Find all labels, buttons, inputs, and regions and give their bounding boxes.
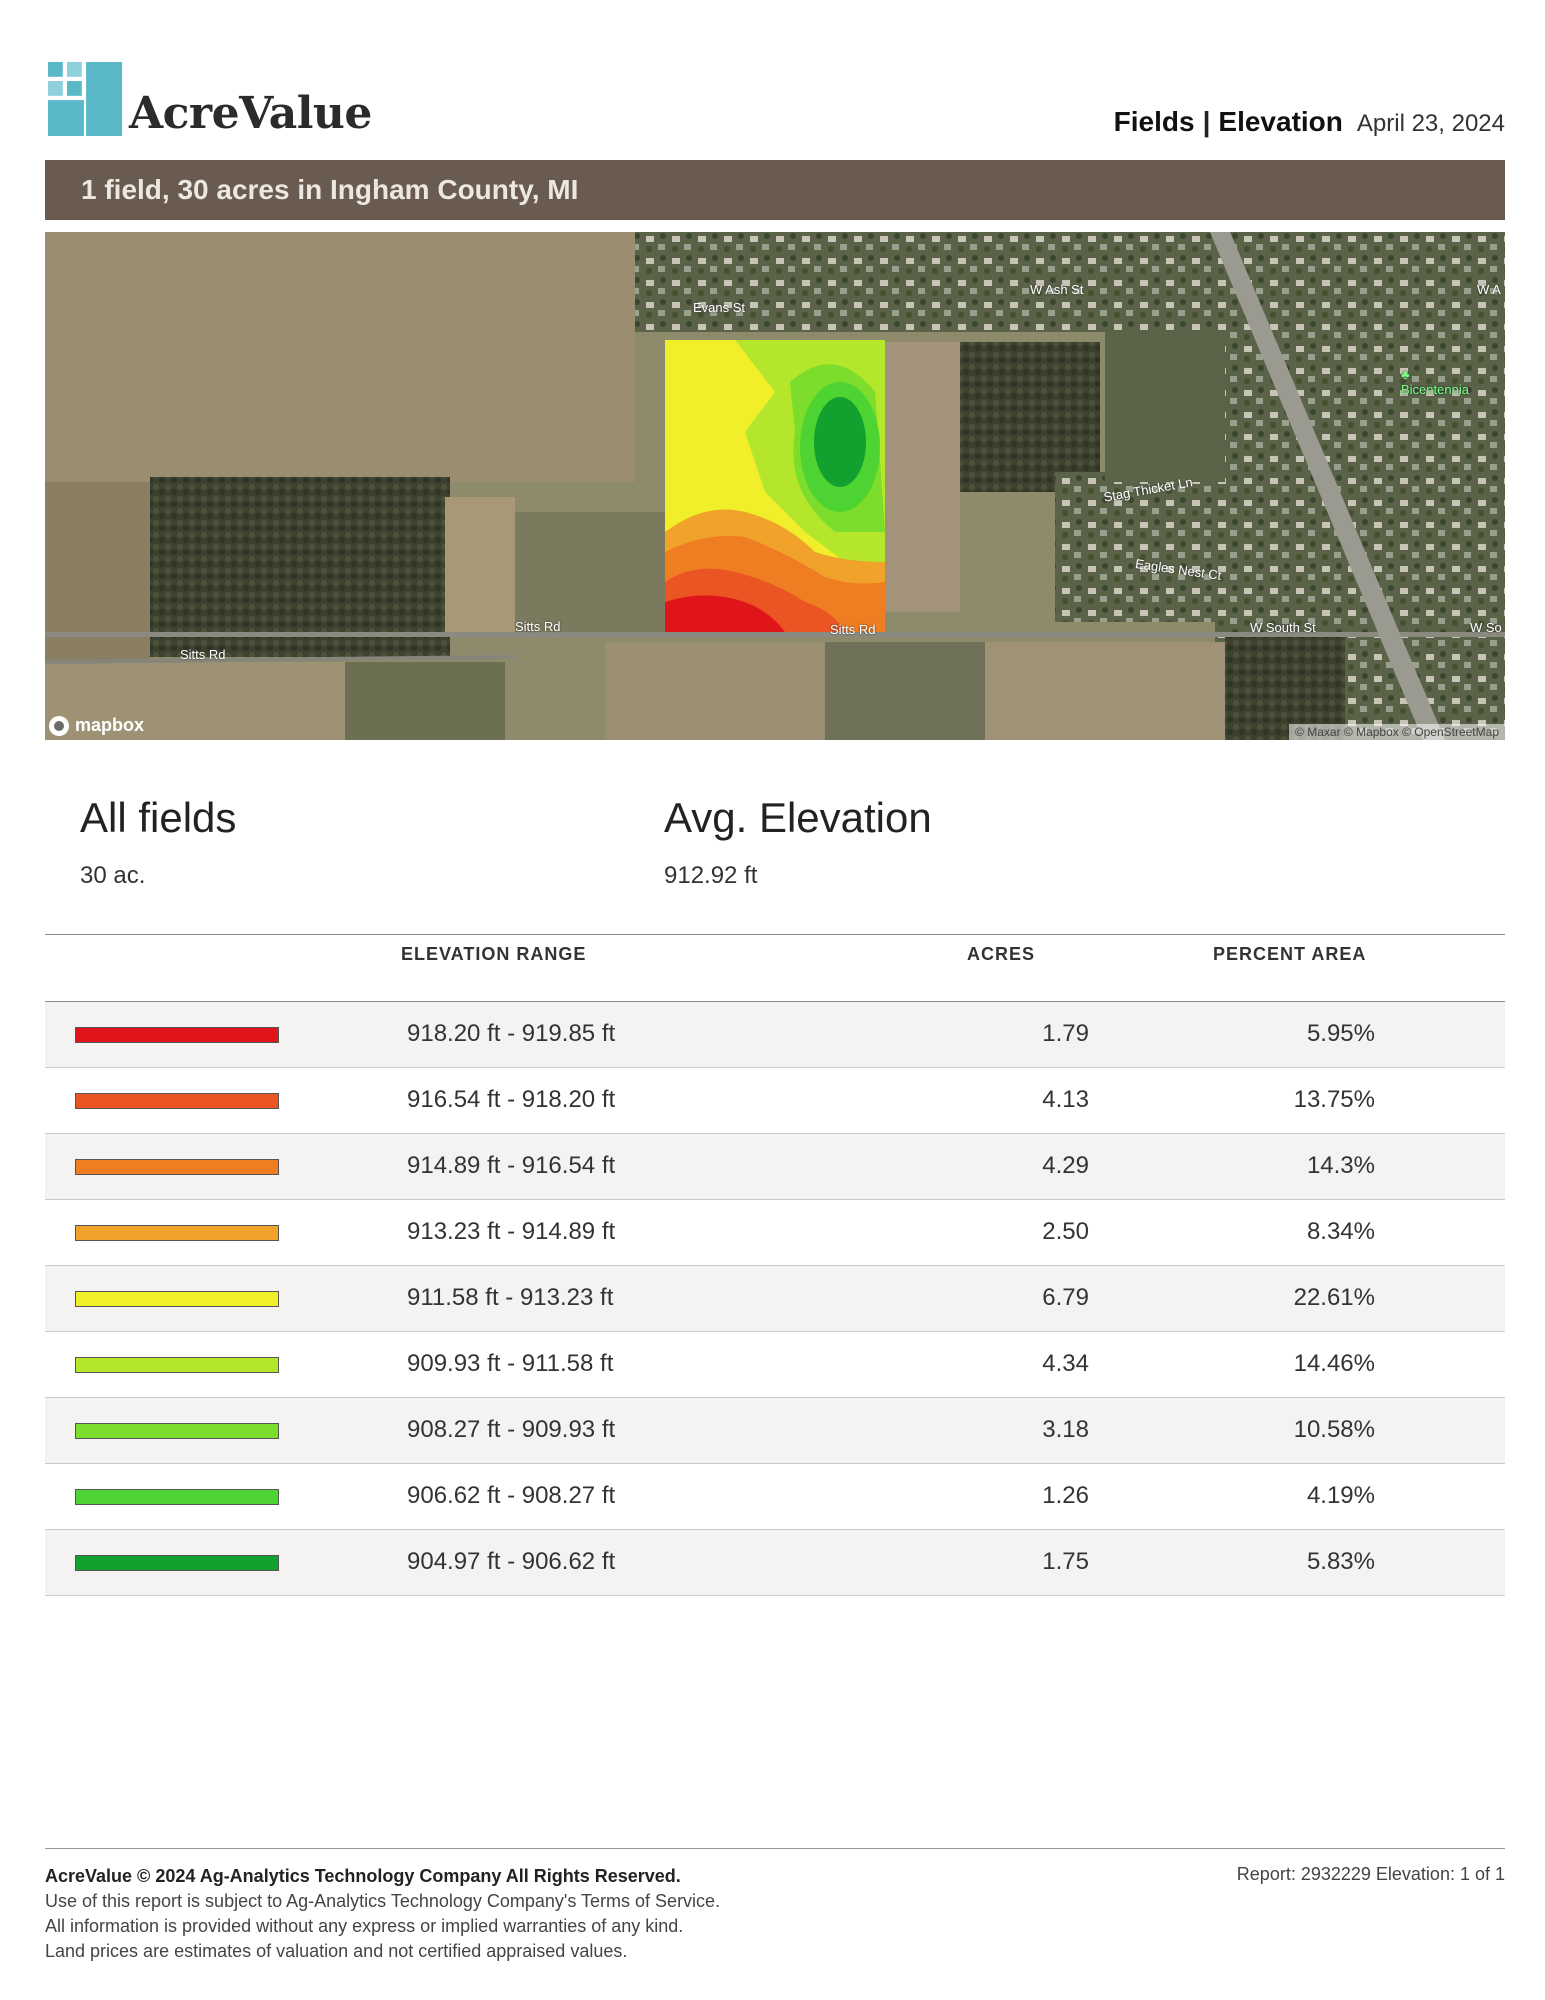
elevation-range-cell: 918.20 ft - 919.85 ft: [407, 1020, 616, 1047]
road-label-sitts-rd-west: Sitts Rd: [180, 647, 226, 662]
elevation-color-swatch: [75, 1093, 279, 1109]
poi-label: ♣ Bicentennia: [1401, 367, 1469, 397]
table-row: 906.62 ft - 908.27 ft 1.26 4.19%: [45, 1464, 1505, 1530]
report-title: Fields | Elevation April 23, 2024: [1114, 106, 1505, 138]
percent-area-cell: 14.46%: [1293, 1350, 1375, 1377]
elevation-range-cell: 906.62 ft - 908.27 ft: [407, 1482, 616, 1509]
acres-cell: 1.75: [1042, 1548, 1089, 1575]
table-row: 913.23 ft - 914.89 ft 2.50 8.34%: [45, 1200, 1505, 1266]
elevation-range-cell: 913.23 ft - 914.89 ft: [407, 1218, 616, 1245]
tree-icon: ♣: [1401, 367, 1410, 382]
road-label-w-south-st: W South St: [1250, 620, 1316, 635]
elevation-range-cell: 908.27 ft - 909.93 ft: [407, 1416, 616, 1443]
road-label-w-a: W A: [1477, 282, 1501, 297]
percent-area-cell: 10.58%: [1293, 1416, 1375, 1443]
road-label-w-so: W So: [1470, 620, 1502, 635]
elevation-color-swatch: [75, 1555, 279, 1571]
elevation-color-swatch: [75, 1027, 279, 1043]
elevation-table: ELEVATION RANGE ACRES PERCENT AREA 918.2…: [45, 934, 1505, 1596]
mapbox-icon: [49, 715, 69, 736]
footer-terms: Use of this report is subject to Ag-Anal…: [45, 1891, 721, 1911]
elevation-range-cell: 911.58 ft - 913.23 ft: [407, 1284, 614, 1311]
road-label-sitts-rd-east: Sitts Rd: [830, 622, 876, 637]
elevation-range-cell: 916.54 ft - 918.20 ft: [407, 1086, 616, 1113]
elevation-color-swatch: [75, 1357, 279, 1373]
report-date: April 23, 2024: [1356, 110, 1505, 137]
header-elevation-range: ELEVATION RANGE: [401, 944, 587, 964]
acres-cell: 4.29: [1042, 1152, 1089, 1179]
acres-cell: 3.18: [1042, 1416, 1089, 1443]
percent-area-cell: 4.19%: [1306, 1482, 1375, 1509]
road-label-w-ash-st: W Ash St: [1030, 282, 1084, 297]
table-row: 914.89 ft - 916.54 ft 4.29 14.3%: [45, 1134, 1505, 1200]
road-label-evans-st: Evans St: [693, 300, 746, 315]
elevation-color-swatch: [75, 1489, 279, 1505]
mapbox-logo[interactable]: mapbox: [49, 715, 144, 736]
percent-area-cell: 22.61%: [1293, 1284, 1375, 1311]
footer-legal: AcreValue © 2024 Ag-Analytics Technology…: [45, 1864, 720, 1964]
table-row: 916.54 ft - 918.20 ft 4.13 13.75%: [45, 1068, 1505, 1134]
elevation-color-swatch: [75, 1291, 279, 1307]
all-fields-value: 30 ac.: [80, 862, 146, 889]
elevation-range-cell: 914.89 ft - 916.54 ft: [407, 1152, 616, 1179]
avg-elevation-value: 912.92 ft: [664, 862, 758, 889]
footer-copyright: AcreValue © 2024 Ag-Analytics Technology…: [45, 1866, 681, 1886]
report-header: AcreValue Fields | Elevation April 23, 2024: [45, 62, 1505, 142]
percent-area-cell: 13.75%: [1293, 1086, 1375, 1113]
acres-cell: 6.79: [1042, 1284, 1089, 1311]
banner-text: 1 field, 30 acres in Ingham County, MI: [81, 174, 579, 205]
map-attribution[interactable]: © Maxar © Mapbox © OpenStreetMap: [1289, 724, 1505, 740]
title-separator: |: [1202, 106, 1211, 137]
percent-area-cell: 5.95%: [1306, 1020, 1375, 1047]
table-body: 918.20 ft - 919.85 ft 1.79 5.95% 916.54 …: [45, 1002, 1505, 1596]
header-percent-area: PERCENT AREA: [1213, 944, 1367, 964]
table-row: 918.20 ft - 919.85 ft 1.79 5.95%: [45, 1002, 1505, 1068]
summary-banner: 1 field, 30 acres in Ingham County, MI: [45, 160, 1505, 220]
acres-cell: 1.26: [1042, 1482, 1089, 1509]
report-section: Elevation: [1218, 106, 1343, 137]
footer-divider: [45, 1848, 1505, 1849]
acres-cell: 2.50: [1042, 1218, 1089, 1245]
acres-cell: 1.79: [1042, 1020, 1089, 1047]
footer-disclaimer: Land prices are estimates of valuation a…: [45, 1941, 628, 1961]
table-header: ELEVATION RANGE ACRES PERCENT AREA: [45, 934, 1505, 1002]
elevation-range-cell: 904.97 ft - 906.62 ft: [407, 1548, 616, 1575]
table-row: 908.27 ft - 909.93 ft 3.18 10.58%: [45, 1398, 1505, 1464]
all-fields-label: All fields: [80, 794, 237, 841]
report-reference: Report: 2932229 Elevation: 1 of 1: [1236, 1864, 1505, 1884]
report-type: Fields: [1113, 106, 1195, 137]
percent-area-cell: 14.3%: [1306, 1152, 1375, 1179]
elevation-color-swatch: [75, 1423, 279, 1439]
header-acres: ACRES: [967, 944, 1036, 964]
acres-cell: 4.34: [1042, 1350, 1089, 1377]
elevation-color-swatch: [75, 1225, 279, 1241]
avg-elevation-label: Avg. Elevation: [664, 794, 932, 841]
road-label-sitts-rd: Sitts Rd: [515, 619, 561, 634]
acrevalue-logo-icon: [48, 62, 122, 136]
brand-name: AcreValue: [129, 88, 372, 139]
table-row: 909.93 ft - 911.58 ft 4.34 14.46%: [45, 1332, 1505, 1398]
elevation-color-swatch: [75, 1159, 279, 1175]
percent-area-cell: 5.83%: [1306, 1548, 1375, 1575]
table-row: 904.97 ft - 906.62 ft 1.75 5.83%: [45, 1530, 1505, 1596]
elevation-map[interactable]: Evans St W Ash St Stag Thicket Ln Eagles…: [45, 232, 1505, 740]
elevation-range-cell: 909.93 ft - 911.58 ft: [407, 1350, 614, 1377]
table-row: 911.58 ft - 913.23 ft 6.79 22.61%: [45, 1266, 1505, 1332]
satellite-imagery: [45, 232, 1505, 740]
percent-area-cell: 8.34%: [1306, 1218, 1375, 1245]
acres-cell: 4.13: [1042, 1086, 1089, 1113]
footer-warranty: All information is provided without any …: [45, 1916, 684, 1936]
